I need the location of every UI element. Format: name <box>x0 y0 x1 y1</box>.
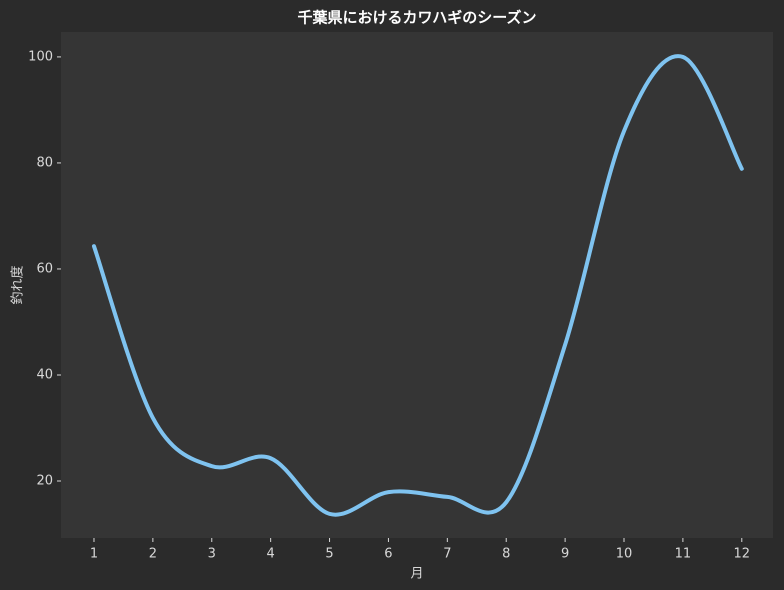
x-axis-label: 月 <box>410 567 423 582</box>
x-tick-label: 10 <box>616 547 633 562</box>
x-tick-label: 12 <box>734 547 751 562</box>
x-tick-label: 7 <box>443 547 451 562</box>
x-tick-label: 1 <box>90 547 98 562</box>
x-tick-label: 11 <box>675 547 692 562</box>
x-tick-label: 6 <box>384 547 392 562</box>
y-tick-label: 20 <box>36 474 53 489</box>
plot-area <box>61 32 773 538</box>
x-tick-label: 5 <box>325 547 333 562</box>
y-tick-label: 40 <box>36 367 53 382</box>
x-tick-label: 2 <box>149 547 157 562</box>
x-tick-label: 8 <box>502 547 510 562</box>
y-tick-label: 60 <box>36 261 53 276</box>
y-tick-label: 100 <box>28 49 53 64</box>
x-tick-label: 9 <box>561 547 569 562</box>
x-tick-label: 4 <box>267 547 275 562</box>
chart-title: 千葉県におけるカワハギのシーズン <box>297 9 536 27</box>
line <box>91 54 744 517</box>
x-tick-label: 3 <box>208 547 216 562</box>
y-axis-label: 釣れ度 <box>10 265 26 304</box>
y-tick-label: 80 <box>36 155 53 170</box>
